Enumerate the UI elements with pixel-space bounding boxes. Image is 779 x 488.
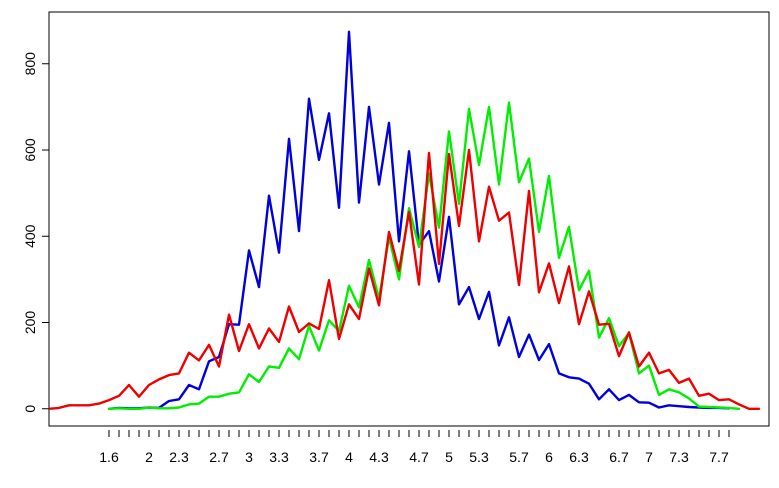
series-line-3	[49, 148, 761, 410]
y-tick-label: 400	[22, 224, 38, 248]
y-tick-label: 600	[22, 138, 38, 162]
x-tick-label: 3	[245, 449, 253, 465]
y-axis: 0 200 400 600 800	[22, 52, 50, 413]
x-tick-label: 4.3	[369, 449, 389, 465]
x-tick-label: 7.7	[709, 449, 729, 465]
x-tick-label: 4	[345, 449, 353, 465]
x-tick-label: 2.7	[209, 449, 229, 465]
x-tick-label: 6	[545, 449, 553, 465]
x-tick-label: 5	[445, 449, 453, 465]
x-tick-label: 6.7	[609, 449, 629, 465]
x-tick-label: 3.7	[309, 449, 329, 465]
x-tick-label: 6.3	[569, 449, 589, 465]
x-tick-label: 5.3	[469, 449, 489, 465]
x-tick-label: 2	[145, 449, 153, 465]
y-tick-label: 0	[22, 405, 38, 413]
x-tick-label: 7.3	[669, 449, 689, 465]
x-tick-label: 4.7	[409, 449, 429, 465]
x-tick-label: 2.3	[169, 449, 189, 465]
series-line-2	[107, 101, 741, 410]
x-tick-label: 7	[645, 449, 653, 465]
x-tick-label: 1.6	[99, 449, 119, 465]
x-tick-label: 3.3	[269, 449, 289, 465]
x-tick-label: 5.7	[509, 449, 529, 465]
y-tick-label: 200	[22, 311, 38, 335]
x-axis: 1.6 2 2.3 2.7 3 3.3 3.7 4 4.3 4.7 5 5.3 5.7 6 6.3 6.7 7 7…	[99, 430, 730, 465]
series-layer	[49, 30, 761, 410]
y-tick-label: 800	[22, 52, 38, 76]
